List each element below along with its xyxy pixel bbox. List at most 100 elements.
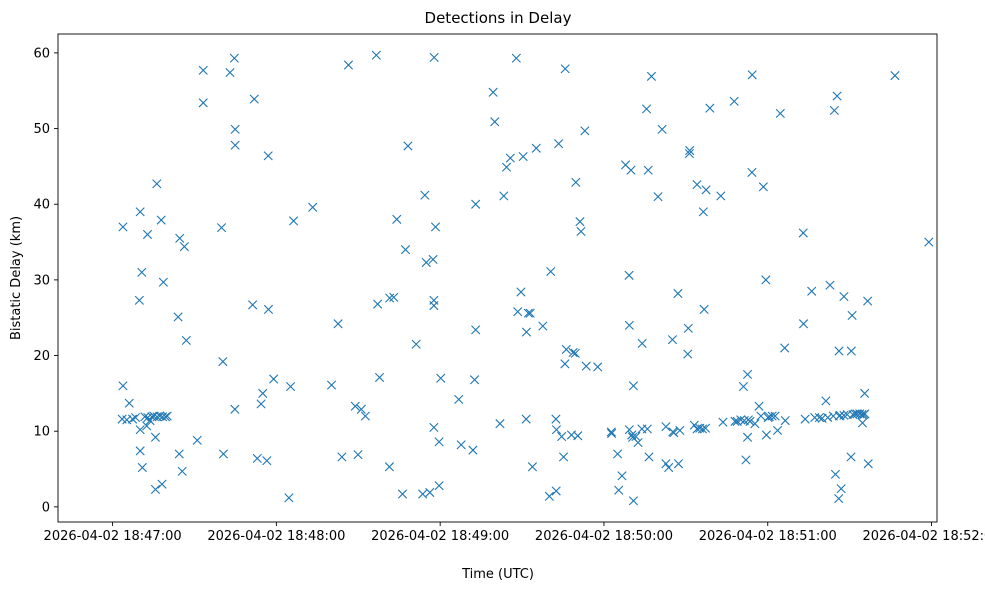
data-point-marker xyxy=(664,462,674,473)
data-point-marker xyxy=(683,349,693,359)
data-point-marker xyxy=(697,424,708,434)
data-point-marker xyxy=(576,226,586,237)
data-point-marker xyxy=(142,229,153,240)
data-point-marker xyxy=(745,416,755,426)
data-point-marker xyxy=(150,484,161,495)
data-point-marker xyxy=(857,418,868,428)
data-point-marker xyxy=(249,94,259,104)
data-point-marker xyxy=(400,245,411,255)
x-tick-label: 2026-04-02 18:52:00 xyxy=(863,529,985,544)
data-point-marker xyxy=(661,422,671,432)
data-point-marker xyxy=(830,469,841,479)
data-point-marker xyxy=(374,372,385,383)
data-point-marker xyxy=(560,359,570,369)
data-point-marker xyxy=(284,493,294,503)
data-point-marker xyxy=(263,151,273,161)
data-point-marker xyxy=(780,416,790,426)
data-point-marker xyxy=(593,362,603,372)
data-point-marker xyxy=(741,455,751,465)
data-point-marker xyxy=(137,267,147,277)
data-point-marker xyxy=(554,139,564,149)
data-point-marker xyxy=(738,381,749,392)
data-point-marker xyxy=(860,388,870,398)
data-point-marker xyxy=(758,182,768,192)
data-point-marker xyxy=(523,308,533,318)
data-point-marker xyxy=(839,410,849,420)
data-point-marker xyxy=(742,432,753,442)
data-point-marker xyxy=(761,430,771,440)
data-point-marker xyxy=(642,424,652,434)
data-point-marker xyxy=(657,124,667,134)
data-point-marker xyxy=(761,275,771,285)
data-point-marker xyxy=(175,233,185,243)
data-point-marker xyxy=(580,126,590,136)
data-point-marker xyxy=(689,420,699,430)
data-point-marker xyxy=(673,288,683,299)
data-point-marker xyxy=(551,486,561,496)
data-point-marker xyxy=(411,339,421,349)
data-point-marker xyxy=(573,431,583,441)
chart-title: Detections in Delay xyxy=(425,9,572,27)
data-point-marker xyxy=(333,319,343,329)
data-point-marker xyxy=(839,291,849,302)
data-point-marker xyxy=(337,452,347,462)
data-point-marker xyxy=(513,307,523,317)
data-point-marker xyxy=(626,165,636,175)
data-point-marker xyxy=(521,327,532,337)
data-point-marker xyxy=(747,70,757,80)
data-point-marker xyxy=(160,412,171,422)
data-point-marker xyxy=(558,452,569,462)
data-point-marker xyxy=(754,401,764,411)
data-point-marker xyxy=(135,425,145,435)
data-point-marker xyxy=(807,286,817,296)
data-point-marker xyxy=(518,151,528,162)
data-point-marker xyxy=(653,192,663,202)
data-point-marker xyxy=(890,71,900,81)
data-point-marker xyxy=(750,419,760,429)
data-point-marker xyxy=(252,453,262,464)
data-point-marker xyxy=(581,361,591,371)
data-point-marker xyxy=(825,280,835,290)
data-point-marker xyxy=(505,153,515,163)
data-point-marker xyxy=(633,437,643,448)
data-point-marker xyxy=(701,185,711,195)
data-point-marker xyxy=(857,409,867,420)
data-point-marker xyxy=(821,396,831,406)
data-point-marker xyxy=(685,145,695,156)
data-point-marker xyxy=(230,404,240,414)
data-point-marker xyxy=(641,104,652,114)
data-point-marker xyxy=(551,414,561,424)
data-point-marker xyxy=(418,489,428,499)
data-point-marker xyxy=(860,409,870,419)
data-point-marker xyxy=(152,179,162,189)
data-point-marker xyxy=(218,357,228,367)
data-point-marker xyxy=(124,398,134,408)
data-point-marker xyxy=(863,296,873,306)
data-point-marker xyxy=(675,425,685,436)
data-point-marker xyxy=(924,237,934,247)
data-point-marker xyxy=(356,404,366,414)
data-point-marker xyxy=(468,445,478,455)
data-point-marker xyxy=(157,479,167,489)
data-point-marker xyxy=(628,496,639,506)
data-point-marker xyxy=(571,177,581,187)
data-point-marker xyxy=(150,432,161,442)
y-tick-label: 0 xyxy=(42,500,50,515)
data-point-marker xyxy=(495,419,505,429)
data-point-marker xyxy=(490,117,500,127)
data-point-marker xyxy=(397,489,408,499)
data-point-marker xyxy=(669,428,679,438)
y-tick-label: 60 xyxy=(33,46,50,61)
data-point-marker xyxy=(560,64,570,74)
data-point-marker xyxy=(684,148,694,159)
data-point-marker xyxy=(454,394,464,405)
data-point-marker xyxy=(134,295,144,305)
data-point-marker xyxy=(308,202,318,212)
data-point-marker xyxy=(179,242,189,252)
data-point-marker xyxy=(174,449,184,459)
data-point-marker xyxy=(137,462,147,473)
data-point-marker xyxy=(692,179,702,190)
data-point-marker xyxy=(488,87,498,97)
data-point-marker xyxy=(343,60,354,70)
